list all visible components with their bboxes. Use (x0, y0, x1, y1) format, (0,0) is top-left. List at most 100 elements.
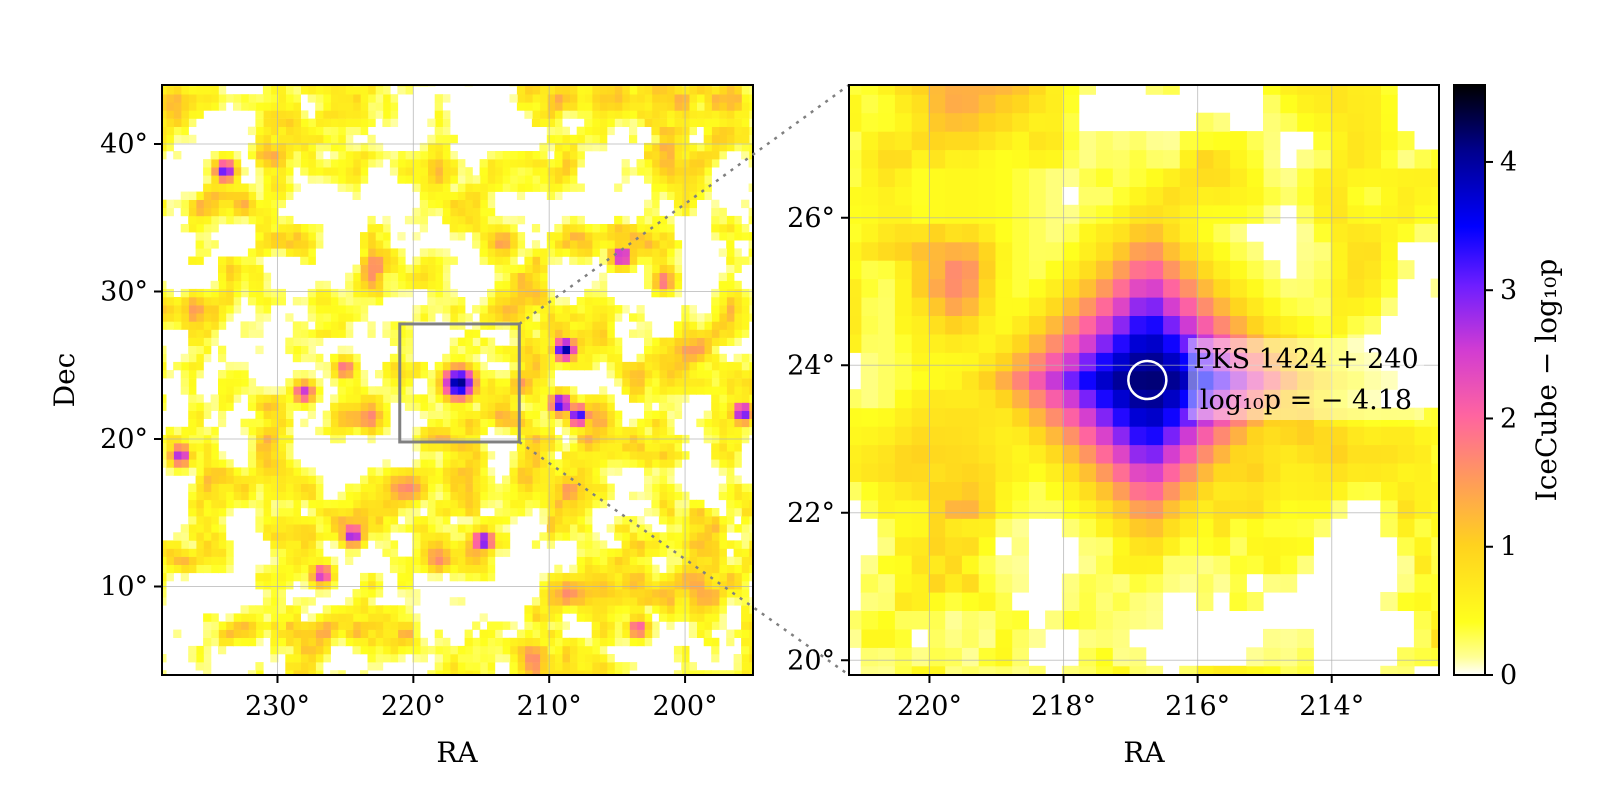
overview-pixel (494, 345, 503, 355)
overview-pixel (539, 597, 548, 606)
overview-pixel (210, 297, 219, 306)
overview-pixel (464, 345, 473, 355)
overview-pixel (203, 654, 212, 663)
overview-pixel (726, 678, 734, 686)
overview-pixel (569, 645, 578, 655)
overview-pixel (427, 564, 436, 574)
overview-pixel (539, 353, 548, 363)
overview-pixel (337, 418, 346, 428)
overview-pixel (247, 467, 257, 476)
overview-pixel (576, 151, 585, 160)
overview-pixel (345, 313, 354, 322)
overview-pixel (382, 386, 391, 395)
overview-pixel (644, 224, 653, 233)
overview-pixel (561, 475, 570, 484)
overview-pixel (165, 199, 174, 209)
overview-pixel (330, 361, 339, 371)
overview-pixel (629, 118, 638, 127)
overview-pixel (651, 353, 660, 363)
overview-pixel (546, 118, 555, 127)
overview-pixel (524, 645, 533, 655)
zoom-pixel (978, 703, 995, 722)
overview-pixel (711, 329, 720, 338)
overview-pixel (554, 670, 563, 675)
overview-pixel (404, 386, 414, 395)
overview-pixel (539, 621, 548, 630)
zoom-pixel (944, 297, 962, 316)
overview-pixel (397, 467, 406, 476)
overview-pixel (382, 248, 391, 257)
overview-pixel (345, 548, 354, 557)
overview-pixel (382, 516, 391, 525)
overview-pixel (307, 151, 316, 160)
overview-pixel (531, 459, 541, 468)
overview-pixel (292, 126, 301, 136)
overview-pixel (240, 475, 249, 484)
zoom-pixel (1145, 370, 1164, 390)
overview-pixel (673, 175, 683, 184)
zoom-pixel (995, 703, 1012, 722)
overview-pixel (666, 532, 675, 541)
zoom-pixel (1112, 426, 1130, 446)
overview-pixel (262, 613, 272, 622)
overview-pixel (225, 491, 234, 501)
zoom-pixel (1078, 592, 1096, 611)
overview-pixel (554, 637, 563, 647)
overview-pixel (427, 159, 436, 168)
overview-pixel (270, 175, 279, 184)
overview-pixel (375, 540, 384, 549)
overview-pixel (345, 483, 354, 492)
overview-pixel (651, 183, 660, 192)
zoom-pixel (1413, 573, 1432, 593)
overview-pixel (442, 288, 451, 298)
overview-pixel (449, 548, 458, 557)
overview-pixel (218, 483, 227, 492)
overview-pixel (360, 410, 369, 419)
overview-pixel (404, 629, 414, 638)
overview-pixel (180, 191, 189, 200)
overview-pixel (285, 183, 294, 192)
overview-pixel (756, 654, 764, 662)
overview-pixel (658, 232, 668, 241)
overview-pixel (584, 645, 593, 655)
overview-pixel (629, 516, 638, 525)
overview-pixel (479, 305, 488, 314)
overview-pixel (524, 94, 533, 103)
overview-pixel (404, 175, 414, 184)
overview-pixel (531, 621, 541, 630)
overview-pixel (419, 175, 428, 184)
overview-pixel (285, 126, 294, 136)
overview-pixel (449, 654, 458, 663)
overview-pixel (502, 224, 511, 233)
overview-pixel (203, 556, 212, 565)
overview-pixel (203, 629, 212, 638)
overview-pixel (375, 94, 384, 103)
zoom-pixel (1196, 333, 1214, 353)
overview-pixel (434, 102, 443, 111)
overview-pixel (756, 646, 764, 654)
zoom-pixel (1330, 426, 1348, 446)
overview-pixel (457, 167, 466, 176)
overview-pixel (352, 589, 361, 598)
overview-pixel (367, 151, 376, 160)
overview-pixel (322, 313, 331, 322)
zoom-pixel (1212, 407, 1231, 427)
overview-pixel (576, 353, 585, 363)
overview-pixel (569, 597, 578, 606)
zoom-pixel (877, 260, 895, 280)
overview-pixel (599, 288, 608, 298)
overview-pixel (195, 370, 204, 379)
overview-pixel (688, 313, 697, 322)
overview-pixel (165, 110, 174, 119)
overview-pixel (487, 548, 496, 557)
overview-pixel (180, 86, 189, 95)
zoom-pixel (827, 574, 844, 593)
overview-pixel (569, 402, 578, 411)
overview-pixel (270, 224, 279, 233)
overview-pixel (554, 418, 563, 428)
overview-pixel (718, 288, 727, 298)
overview-pixel (606, 321, 615, 330)
overview-pixel (419, 272, 428, 282)
overview-pixel (703, 629, 712, 638)
overview-pixel (162, 126, 167, 136)
